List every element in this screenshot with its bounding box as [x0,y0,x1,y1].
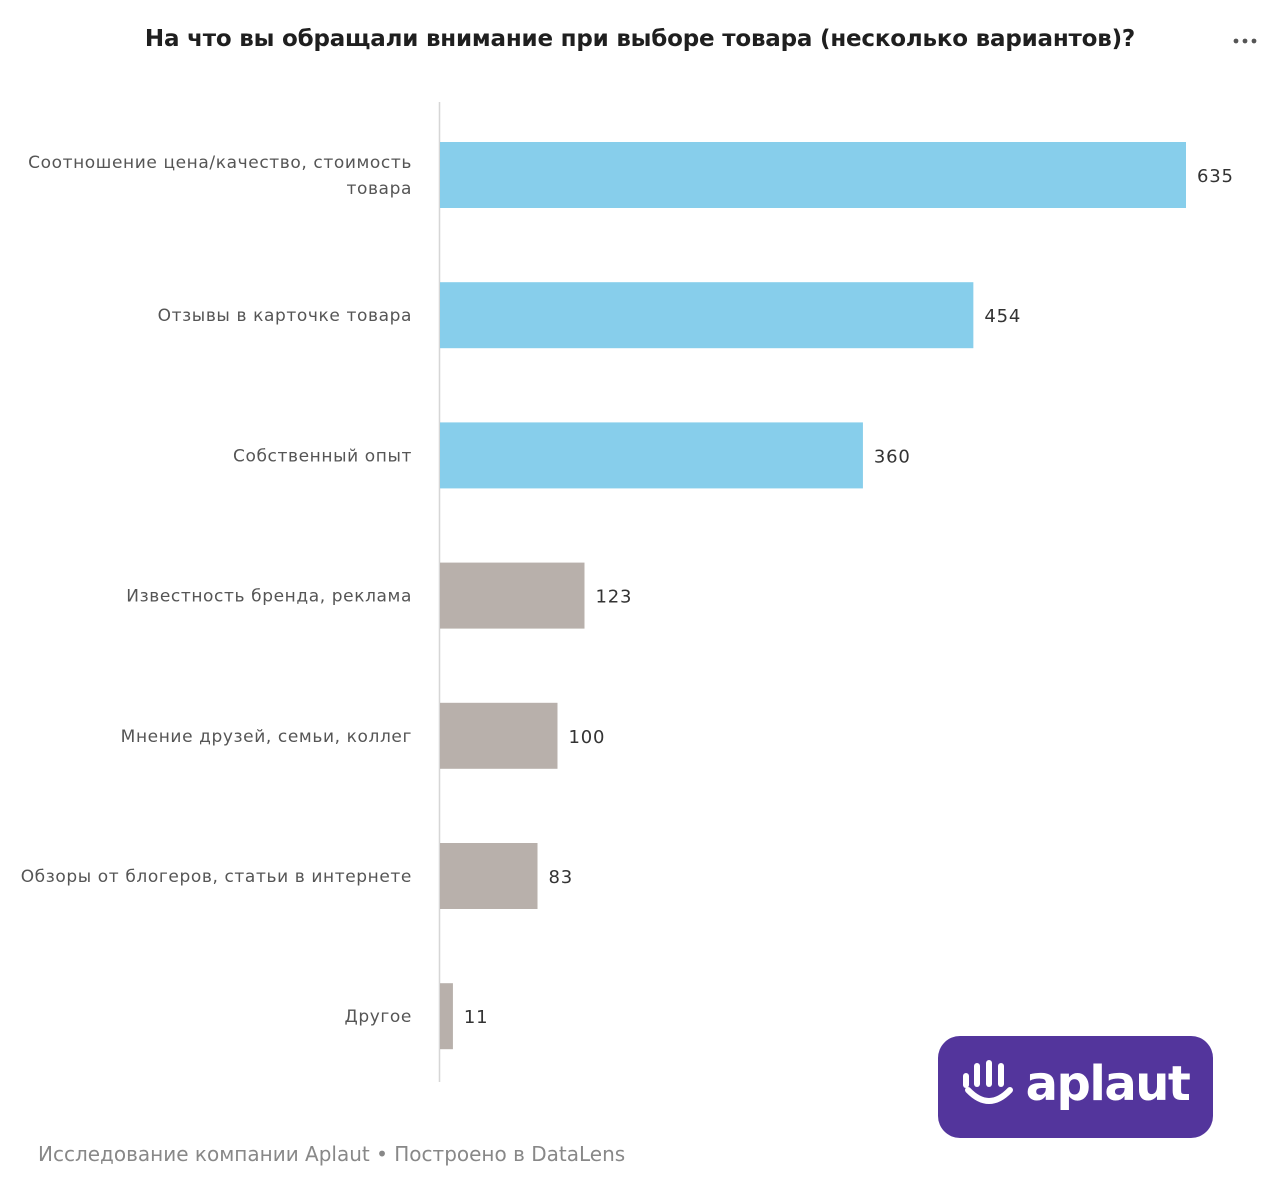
category-label-2: Собственный опыт [233,446,412,466]
category-labels-group: Соотношение цена/качество, стоимость това… [21,153,412,1027]
bar-2[interactable] [440,422,863,489]
value-labels-group: 635 454 360 123 100 83 11 [464,166,1234,1028]
category-label-line: Другое [344,1007,412,1027]
category-label-line: Обзоры от блогеров, статьи в интернете [21,867,412,887]
bar-5[interactable] [440,843,538,909]
bar-chart: Соотношение цена/качество, стоимость това… [21,102,1234,1082]
value-label-5: 83 [549,867,574,888]
bar-1[interactable] [440,282,974,349]
bar-0[interactable] [440,142,1186,208]
value-label-3: 123 [596,587,633,608]
value-label-6: 11 [464,1007,489,1028]
logo-text: aplaut [1025,1056,1191,1112]
value-label-4: 100 [568,727,605,748]
more-horizontal-icon[interactable] [1230,32,1262,50]
chart-title: На что вы обращали внимание при выборе т… [144,26,1136,52]
category-label-3: Известность бренда, реклама [126,587,412,607]
aplaut-logo: aplaut [938,1036,1213,1138]
category-label-6: Другое [344,1007,412,1027]
category-label-5: Обзоры от блогеров, статьи в интернете [21,867,412,887]
bar-6[interactable] [440,983,453,1050]
category-label-line: Мнение друзей, семьи, коллег [121,727,412,747]
bar-3[interactable] [440,562,585,629]
category-label-line: Отзывы в карточке товара [158,306,412,326]
category-label-line: Собственный опыт [233,446,412,466]
bar-4[interactable] [440,702,558,769]
category-label-line: товара [346,179,412,199]
chart-footer: Исследование компании Aplaut • Построено… [38,1142,626,1166]
category-label-1: Отзывы в карточке товара [158,306,412,326]
value-label-1: 454 [984,306,1021,327]
category-label-0: Соотношение цена/качество, стоимость това… [28,153,412,199]
hand-wave-icon [962,1058,1016,1116]
value-label-2: 360 [874,446,911,467]
value-label-0: 635 [1197,166,1234,187]
category-label-line: Известность бренда, реклама [126,587,412,607]
category-label-line: Соотношение цена/качество, стоимость [28,153,412,173]
category-label-4: Мнение друзей, семьи, коллег [121,727,412,747]
bars-group [440,142,1186,1050]
